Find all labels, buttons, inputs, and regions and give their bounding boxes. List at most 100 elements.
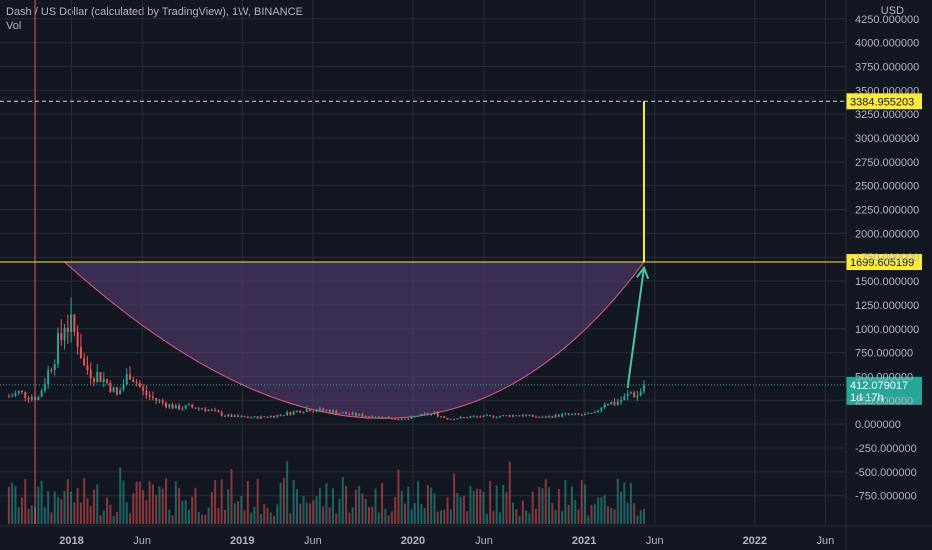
volume-bar (361, 493, 364, 524)
candle-body (76, 331, 79, 347)
candle-body (102, 379, 105, 382)
candle-body (642, 385, 645, 392)
volume-bar (629, 482, 632, 524)
candle-body (469, 416, 472, 418)
volume-bar (292, 479, 295, 524)
volume-bar (60, 499, 63, 524)
volume-bar (246, 480, 249, 524)
candle-body (273, 416, 276, 418)
volume-bar (201, 514, 204, 524)
volume-bar (315, 496, 318, 524)
volume-bar (57, 497, 59, 524)
volume-bar (145, 500, 148, 524)
x-tick-label: Jun (646, 535, 664, 547)
y-tick-label: 750.000000 (855, 348, 913, 360)
volume-bar (377, 512, 380, 524)
candle-body (462, 417, 465, 419)
volume-bar (354, 489, 357, 524)
y-tick-label: 3000.000000 (855, 133, 919, 145)
candle-body (243, 416, 246, 418)
volume-bar (7, 486, 10, 524)
candle-body (191, 404, 194, 408)
candle-body (541, 416, 544, 418)
candle-body (286, 412, 289, 416)
candle-body (53, 363, 56, 371)
volume-bar (584, 484, 587, 524)
volume-bar (171, 515, 174, 524)
volume-bar (554, 510, 557, 524)
candle-body (165, 402, 168, 408)
volume-bar (312, 500, 315, 524)
candle-body (99, 372, 102, 382)
candle-body (132, 379, 135, 383)
candle-body (125, 374, 128, 385)
candle-body (220, 412, 223, 416)
volume-bar (286, 461, 289, 524)
candle-body (492, 415, 495, 418)
volume-bar (606, 506, 609, 524)
candle-body (276, 415, 279, 418)
candle-body (50, 369, 53, 371)
volume-bar (531, 491, 534, 524)
candle-body (354, 412, 357, 416)
candle-body (135, 382, 138, 384)
candle-body (557, 414, 560, 417)
candle-body (623, 396, 626, 401)
volume-bar (623, 482, 626, 524)
volume-bar (433, 493, 436, 524)
volume-bar (174, 481, 177, 524)
volume-bar (40, 480, 43, 524)
candle-body (525, 415, 528, 417)
x-tick-label: Jun (133, 535, 151, 547)
candle-body (561, 414, 564, 417)
volume-bar (466, 511, 469, 524)
candle-body (223, 415, 226, 417)
volume-bar (485, 513, 488, 524)
candle-body (620, 400, 623, 402)
candle-body (351, 412, 354, 415)
arrow-head (636, 265, 650, 280)
candle-body (381, 416, 384, 419)
candle-body (459, 417, 462, 419)
candle-body (119, 389, 122, 395)
volume-bars (7, 461, 645, 524)
candle-body (485, 415, 488, 417)
volume-bar (600, 497, 603, 524)
volume-bar (191, 496, 194, 524)
volume-bar (24, 479, 27, 524)
candle-body (534, 416, 537, 418)
volume-bar (469, 486, 472, 524)
candle-body (217, 410, 220, 413)
target-arrow (626, 267, 645, 389)
volume-bar (73, 502, 76, 524)
volume-bar (420, 504, 423, 524)
candle-body (184, 405, 187, 409)
candle-body (626, 393, 629, 397)
volume-bar (521, 500, 524, 524)
volume-bar (341, 477, 344, 524)
candle-body (204, 409, 207, 411)
volume-bar (237, 501, 240, 524)
x-tick-label: Jun (304, 535, 322, 547)
candle-body (574, 413, 577, 415)
x-tick-label: 2019 (230, 535, 254, 547)
volume-bar (43, 507, 46, 524)
volume-bar (502, 484, 505, 524)
volume-bar (551, 503, 554, 524)
volume-bar (230, 469, 233, 524)
volume-bar (125, 502, 128, 524)
candle-body (629, 392, 632, 394)
volume-bar (210, 492, 213, 524)
candle-body (433, 412, 436, 414)
volume-bar (302, 495, 305, 524)
candle-body (593, 412, 596, 414)
candle-body (83, 358, 86, 366)
volume-bar (168, 509, 171, 524)
volume-bar (580, 480, 583, 524)
candle-body (587, 412, 590, 414)
volume-bar (20, 497, 23, 524)
candle-body (449, 418, 452, 420)
candle-body (30, 396, 33, 400)
volume-bar (462, 495, 465, 524)
